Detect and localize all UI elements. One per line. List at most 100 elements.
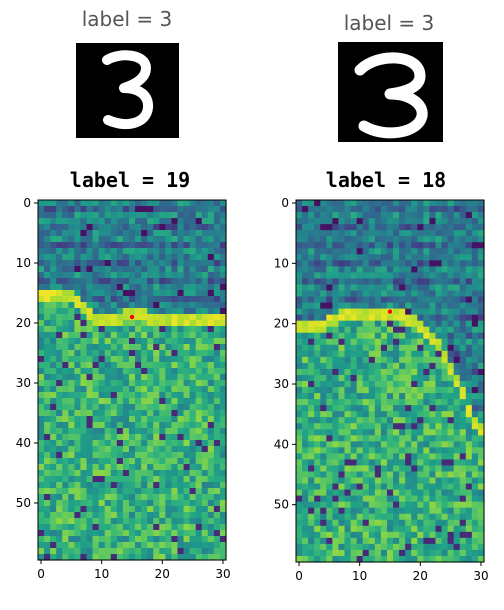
heatmap-cell (171, 284, 179, 291)
heatmap-cell (171, 338, 179, 345)
heatmap-cell (393, 320, 400, 328)
heatmap-cell (116, 242, 124, 249)
heatmap-cell (153, 272, 160, 279)
heatmap-cell (98, 242, 106, 249)
heatmap-cell (104, 374, 112, 381)
heatmap-cell (314, 453, 321, 461)
heatmap-cell (405, 266, 412, 273)
heatmap-cell (104, 476, 112, 483)
heatmap-cell (417, 338, 424, 346)
heatmap-cell (477, 453, 485, 461)
heatmap-cell (356, 206, 364, 213)
heatmap-cell (116, 482, 124, 489)
heatmap-cell (62, 260, 69, 267)
heatmap-cell (380, 224, 388, 231)
heatmap-cell (441, 471, 449, 479)
heatmap-cell (465, 296, 473, 304)
heatmap-cell (386, 417, 394, 424)
heatmap-cell (368, 465, 376, 473)
heatmap-cell (104, 224, 112, 231)
heatmap-cell (399, 356, 406, 364)
heatmap-cell (44, 272, 51, 279)
heatmap-cell (441, 453, 449, 461)
heatmap-cell (98, 350, 106, 357)
heatmap-cell (296, 381, 303, 388)
heatmap-cell (477, 230, 485, 237)
heatmap-cell (50, 242, 57, 249)
heatmap-cell (189, 452, 197, 459)
heatmap-cell (459, 429, 467, 436)
heatmap-cell (447, 338, 455, 346)
heatmap-cell (441, 314, 449, 322)
heatmap-cell (128, 302, 136, 309)
heatmap-cell (399, 350, 406, 358)
heatmap-cell (453, 272, 461, 280)
heatmap-cell (147, 542, 154, 549)
heatmap-cell (62, 464, 69, 471)
heatmap-cell (98, 536, 106, 543)
heatmap-cell (201, 326, 209, 333)
heatmap-cell (116, 350, 124, 357)
heatmap-cell (159, 200, 166, 207)
heatmap-cell (153, 236, 160, 243)
heatmap-cell (98, 344, 106, 351)
heatmap-cell (477, 200, 485, 207)
heatmap-cell (405, 501, 412, 509)
heatmap-cell (326, 453, 333, 461)
heatmap-cell (110, 530, 118, 537)
heatmap-cell (171, 302, 179, 309)
heatmap-cell (62, 368, 69, 375)
heatmap-cell (435, 537, 443, 545)
heatmap-cell (344, 525, 352, 533)
heatmap-cell (104, 278, 112, 285)
heatmap-cell (368, 399, 376, 406)
heatmap-cell (344, 465, 352, 473)
heatmap-cell (338, 405, 346, 412)
heatmap-cell (320, 320, 327, 328)
heatmap-cell (429, 218, 437, 225)
heatmap-cell (386, 465, 394, 473)
heatmap-cell (110, 506, 118, 513)
heatmap-cell (86, 284, 94, 291)
heatmap-cell (110, 428, 118, 435)
heatmap-cell (380, 320, 388, 328)
heatmap-cell (44, 482, 51, 489)
heatmap-cell (447, 236, 455, 243)
heatmap-cell (380, 362, 388, 370)
heatmap-cell (159, 218, 166, 225)
heatmap-cell (135, 452, 142, 459)
heatmap-cell (314, 296, 321, 304)
heatmap-cell (447, 206, 455, 213)
heatmap-cell (471, 555, 479, 563)
heatmap-cell (465, 338, 473, 346)
heatmap-cell (122, 404, 130, 411)
heatmap-cell (471, 393, 479, 400)
heatmap-cell (308, 290, 315, 298)
heatmap-cell (189, 548, 197, 555)
heatmap-cell (38, 404, 45, 411)
heatmap-cell (441, 248, 449, 255)
heatmap-cell (471, 326, 479, 334)
heatmap-cell (219, 554, 227, 561)
heatmap-cell (122, 428, 130, 435)
heatmap-cell (308, 483, 315, 491)
heatmap-cell (159, 284, 166, 291)
heatmap-cell (159, 470, 166, 477)
heatmap-cell (453, 374, 461, 382)
heatmap-cell (207, 350, 215, 357)
heatmap-cell (56, 416, 63, 423)
heatmap-cell (183, 206, 191, 213)
heatmap-cell (471, 429, 479, 436)
heatmap-cell (441, 368, 449, 376)
heatmap-cell (411, 411, 418, 418)
heatmap-cell (147, 314, 154, 321)
heatmap-cell (453, 218, 461, 225)
heatmap-cell (338, 543, 346, 551)
heatmap-cell (423, 387, 431, 394)
heatmap-cell (147, 476, 154, 483)
heatmap-cell (362, 212, 370, 219)
heatmap-cell (183, 290, 191, 297)
heatmap-cell (411, 387, 418, 394)
heatmap-cell (399, 525, 406, 533)
heatmap-cell (356, 387, 364, 394)
